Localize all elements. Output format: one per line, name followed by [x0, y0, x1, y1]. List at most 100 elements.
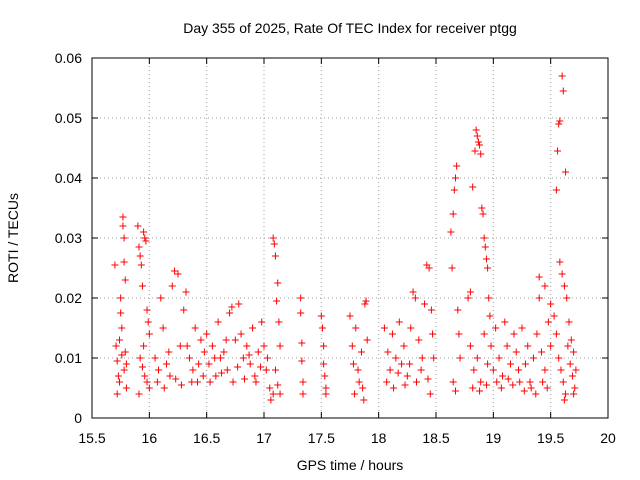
data-point	[556, 258, 564, 266]
data-point	[359, 384, 367, 392]
data-point	[135, 243, 143, 251]
data-point	[406, 360, 414, 368]
data-point	[501, 318, 509, 326]
data-point	[544, 318, 552, 326]
y-tick-label: 0.04	[55, 170, 82, 186]
data-point	[555, 120, 563, 128]
x-tick-label: 16.5	[193, 430, 220, 446]
data-point	[535, 294, 543, 302]
data-point	[526, 378, 534, 386]
data-point	[510, 330, 518, 338]
data-point	[524, 342, 532, 350]
data-point	[394, 369, 402, 377]
data-point	[320, 360, 328, 368]
data-point	[276, 342, 284, 350]
data-point	[121, 276, 129, 284]
data-point	[485, 294, 493, 302]
data-point	[191, 324, 199, 332]
data-point	[473, 354, 481, 362]
data-point	[144, 318, 152, 326]
data-point	[555, 354, 563, 362]
data-point	[271, 366, 279, 374]
data-point	[499, 372, 507, 380]
data-point	[112, 342, 120, 350]
data-point	[166, 372, 174, 380]
data-point	[229, 378, 237, 386]
data-point	[208, 342, 216, 350]
data-point	[477, 378, 485, 386]
data-point	[418, 354, 426, 362]
data-point	[473, 132, 481, 140]
data-point	[427, 306, 435, 314]
data-point	[484, 264, 492, 272]
data-point	[426, 390, 434, 398]
data-point	[299, 378, 307, 386]
data-point	[121, 348, 129, 356]
data-point	[535, 273, 543, 281]
data-point	[354, 366, 362, 374]
data-point	[260, 342, 268, 350]
data-point	[141, 372, 149, 380]
data-point	[266, 384, 274, 392]
data-point	[263, 354, 271, 362]
data-point	[117, 309, 125, 317]
data-point	[559, 378, 567, 386]
data-point	[258, 318, 266, 326]
data-point	[464, 294, 472, 302]
data-point	[262, 366, 270, 374]
data-point	[320, 342, 328, 350]
data-point	[495, 354, 503, 362]
data-point	[140, 342, 148, 350]
data-point	[122, 384, 130, 392]
data-point	[448, 264, 456, 272]
data-point	[497, 384, 505, 392]
y-tick-label: 0.06	[55, 50, 82, 66]
data-point	[163, 360, 171, 368]
data-point	[349, 360, 357, 368]
data-point	[398, 360, 406, 368]
data-point	[492, 324, 500, 332]
data-point	[541, 366, 549, 374]
data-point	[541, 282, 549, 290]
data-point	[564, 342, 572, 350]
data-point	[322, 384, 330, 392]
data-point	[516, 378, 524, 386]
data-point	[141, 234, 149, 242]
data-point	[537, 348, 545, 356]
data-point	[509, 381, 517, 389]
y-tick-label: 0.03	[55, 230, 82, 246]
data-point	[469, 183, 477, 191]
data-point	[197, 336, 205, 344]
data-point	[504, 375, 512, 383]
data-point	[214, 318, 222, 326]
data-point	[151, 354, 159, 362]
x-tick-label: 18.5	[422, 430, 449, 446]
data-point	[159, 324, 167, 332]
data-point	[480, 330, 488, 338]
data-point	[318, 324, 326, 332]
x-tick-label: 19.5	[537, 430, 564, 446]
data-point	[140, 228, 148, 236]
y-tick-label: 0	[74, 410, 82, 426]
data-point	[113, 390, 121, 398]
x-tick-label: 16	[142, 430, 158, 446]
data-point	[275, 318, 283, 326]
data-point	[571, 384, 579, 392]
data-point	[155, 366, 163, 374]
data-point	[570, 390, 578, 398]
data-point	[482, 381, 490, 389]
data-point	[143, 306, 151, 314]
data-point	[118, 351, 126, 359]
data-point	[183, 342, 191, 350]
data-point	[471, 147, 479, 155]
data-point	[299, 390, 307, 398]
x-tick-label: 17.5	[308, 430, 335, 446]
data-point	[539, 378, 547, 386]
data-point	[558, 270, 566, 278]
data-point	[220, 348, 228, 356]
data-point	[384, 348, 392, 356]
data-point	[322, 390, 330, 398]
data-point	[469, 384, 477, 392]
data-point	[566, 360, 574, 368]
